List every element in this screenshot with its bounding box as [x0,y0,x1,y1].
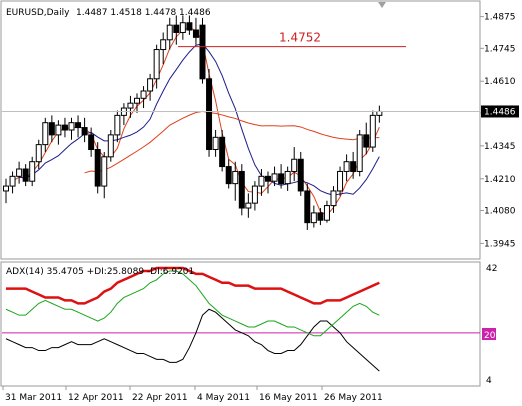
bear-candle[interactable] [265,175,271,182]
bull-candle[interactable] [251,185,258,204]
slow-ma-line[interactable] [84,110,380,174]
bull-candle[interactable] [356,134,363,172]
bull-candle[interactable] [3,185,9,192]
price-axis: 1.48751.47451.46101.44801.43451.42101.40… [480,13,516,249]
bull-candle[interactable] [35,144,42,163]
adx-line[interactable] [6,266,380,305]
time-tick-label: 12 Apr 2011 [68,393,124,403]
price-tick-label: 1.4210 [484,175,516,185]
bull-candle[interactable] [343,161,350,172]
bull-candle[interactable] [284,170,291,185]
bull-candle[interactable] [166,24,173,41]
bull-candle[interactable] [258,175,265,187]
bear-candle[interactable] [350,161,357,172]
level-label: 1.4752 [279,31,321,45]
bull-candle[interactable] [107,134,114,158]
bull-candle[interactable] [153,49,160,80]
bull-candle[interactable] [323,205,330,221]
bull-candle[interactable] [245,202,252,209]
bear-candle[interactable] [81,127,88,136]
bull-candle[interactable] [134,97,140,104]
price-tick-label: 1.4875 [484,13,516,23]
bear-candle[interactable] [297,158,304,192]
bear-candle[interactable] [22,168,29,182]
adx-level-label: 20 [484,331,496,341]
time-tick-label: 22 Apr 2011 [132,393,188,403]
bull-candle[interactable] [291,158,298,172]
current-price-marker [481,105,519,118]
bull-candle[interactable] [337,170,344,192]
bear-candle[interactable] [206,78,213,151]
bear-candle[interactable] [304,190,311,224]
price-tick-label: 1.4610 [484,77,516,87]
bull-candle[interactable] [127,102,134,109]
symbol-label: EURUSD,Daily [6,8,70,18]
bull-candle[interactable] [271,173,278,182]
bull-candle[interactable] [29,161,36,182]
bear-candle[interactable] [186,22,193,31]
bull-candle[interactable] [68,122,75,131]
price-tick-label: 1.4345 [484,142,516,152]
bear-candle[interactable] [88,134,95,151]
bear-candle[interactable] [238,170,245,209]
plus-di-line[interactable] [5,270,380,337]
bear-candle[interactable] [173,24,180,33]
bull-candle[interactable] [179,22,186,33]
bear-candle[interactable] [219,136,226,168]
bull-candle[interactable] [232,170,239,185]
bear-candle[interactable] [75,122,82,129]
bull-candle[interactable] [369,114,376,148]
bull-candle[interactable] [114,114,121,136]
time-axis: 31 Mar 2011 12 Apr 2011 22 Apr 2011 4 May 2… [2,386,383,403]
bear-candle[interactable] [61,124,68,131]
bear-candle[interactable] [225,166,232,185]
bull-candle[interactable] [376,110,383,116]
candlesticks[interactable] [3,15,383,230]
bear-candle[interactable] [94,149,101,187]
ohlc-readout: 1.4487 1.4518 1.4478 1.4486 [76,8,211,18]
price-tick-label: 1.3945 [484,239,516,249]
bear-candle[interactable] [363,134,370,148]
bull-candle[interactable] [16,168,23,177]
bull-candle[interactable] [42,122,49,146]
bull-candle[interactable] [330,190,337,207]
bull-candle[interactable] [101,156,108,187]
indicator-axis: 42 4 [486,264,497,386]
indicator-label: ADX(14) 35.4705 +DI:25.8089 -DI:6.9201 [6,267,194,277]
bear-candle[interactable] [278,173,285,185]
price-tick-label: 1.4745 [484,44,516,54]
bear-candle[interactable] [199,24,206,80]
time-tick-label: 16 May 2011 [259,393,318,403]
bear-candle[interactable] [317,212,324,221]
scroll-shift-icon[interactable] [378,2,386,8]
bear-candle[interactable] [192,29,199,38]
bear-candle[interactable] [48,122,55,136]
time-tick-label: 4 May 2011 [197,393,250,403]
bull-candle[interactable] [310,212,317,224]
indicator-tick-label: 42 [486,264,497,274]
adx-level-marker [482,328,496,340]
bull-candle[interactable] [147,78,154,92]
indicator-panel [0,261,481,387]
current-price-label: 1.4486 [484,107,516,117]
bull-candle[interactable] [160,39,167,51]
medium-ma-line[interactable] [19,43,380,196]
minus-di-line[interactable] [5,308,380,372]
indicator-tick-label: 4 [486,376,492,386]
bull-candle[interactable] [212,136,219,151]
bull-candle[interactable] [9,175,16,187]
price-tick-label: 1.4080 [484,206,516,216]
bull-candle[interactable] [55,124,62,136]
time-tick-label: 31 Mar 2011 [5,393,62,403]
time-tick-label: 26 May 2011 [324,393,383,403]
price-panel [0,0,481,260]
bull-candle[interactable] [140,90,147,99]
